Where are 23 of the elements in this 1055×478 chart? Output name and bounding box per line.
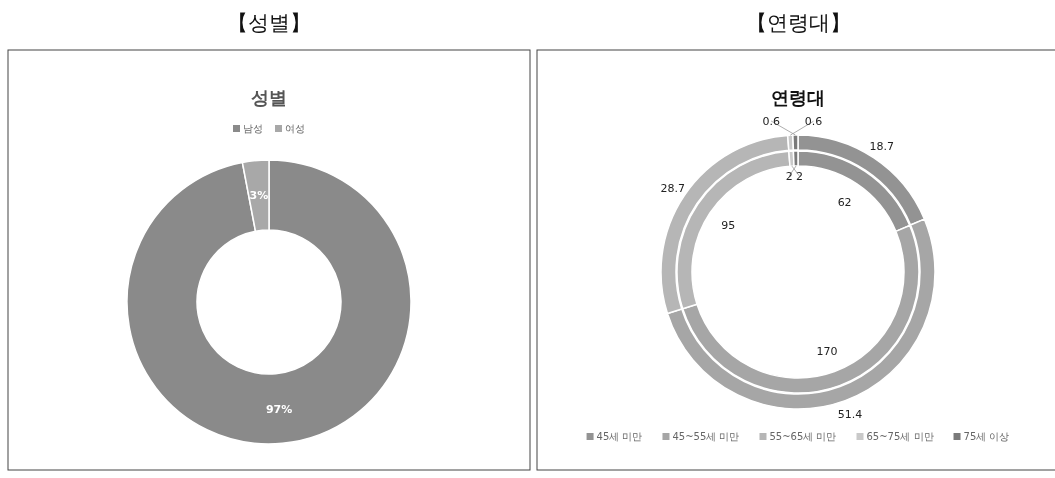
legend-label: 여성 (285, 123, 305, 134)
data-label: 97% (265, 402, 293, 416)
chart-subtitle: 성별 (251, 87, 287, 108)
legend-label: 65~75세 미만 (866, 431, 934, 442)
data-label: 51.4 (837, 407, 863, 421)
data-label: 0.6 (804, 115, 823, 129)
data-label: 2 (785, 170, 793, 184)
data-label: 170 (816, 344, 838, 358)
legend-label: 75세 이상 (963, 431, 1010, 442)
chart-subtitle: 연령대 (771, 87, 825, 108)
data-label: 2 (796, 170, 804, 184)
data-label: 95 (721, 219, 736, 233)
data-label: 18.7 (869, 140, 894, 154)
data-label: 3% (249, 189, 269, 203)
legend-label: 남성 (243, 123, 263, 134)
chart-title: 【연령대】 (745, 11, 851, 35)
data-label: 0.6 (762, 115, 780, 129)
chart-title: 【성별】 (227, 11, 311, 35)
legend-label: 45세 미만 (596, 431, 643, 442)
legend-label: 45~55세 미만 (672, 431, 740, 442)
data-label: 62 (837, 196, 852, 210)
legend-label: 55~65세 미만 (769, 431, 837, 442)
data-label: 28.7 (660, 181, 686, 195)
